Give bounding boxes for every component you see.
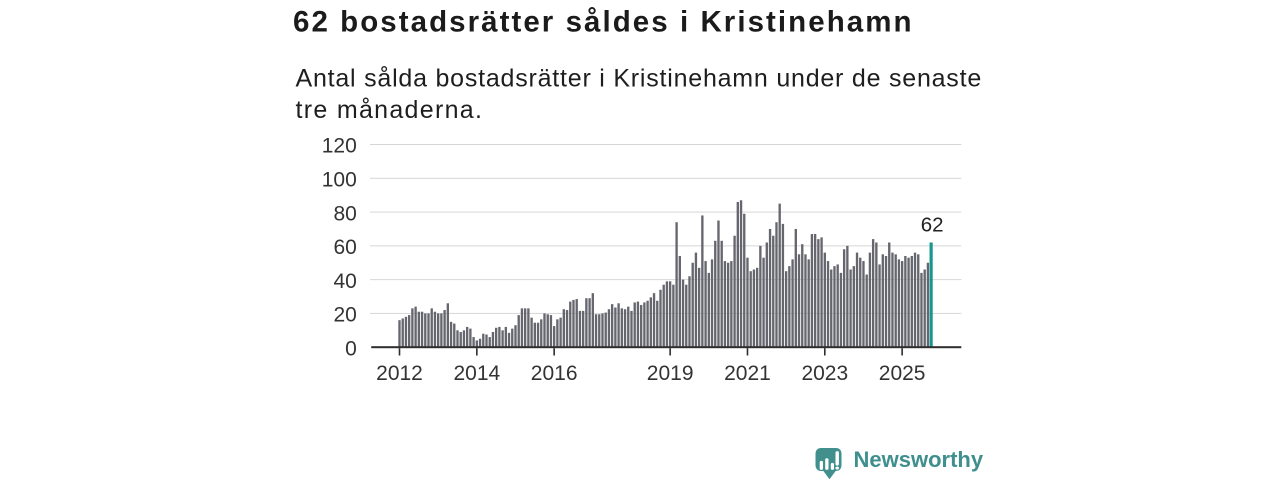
svg-text:2023: 2023 [801, 362, 848, 385]
svg-text:62 bostadsrätter såldes i Kris: 62 bostadsrätter såldes i Kristinehamn [293, 5, 914, 38]
svg-text:100: 100 [322, 169, 357, 192]
svg-text:62: 62 [921, 214, 944, 237]
svg-text:2021: 2021 [724, 362, 771, 385]
svg-text:2014: 2014 [453, 362, 500, 385]
svg-text:Newsworthy: Newsworthy [854, 447, 984, 472]
svg-text:40: 40 [333, 270, 356, 293]
svg-text:tre månaderna.: tre månaderna. [296, 96, 484, 124]
svg-text:20: 20 [333, 304, 356, 327]
svg-text:120: 120 [322, 135, 357, 158]
svg-text:2019: 2019 [647, 362, 694, 385]
svg-text:2012: 2012 [376, 362, 423, 385]
svg-text:Antal sålda bostadsrätter i Kr: Antal sålda bostadsrätter i Kristinehamn… [296, 64, 983, 92]
svg-text:2016: 2016 [531, 362, 578, 385]
svg-text:0: 0 [345, 337, 357, 360]
svg-text:60: 60 [333, 236, 356, 259]
svg-text:2025: 2025 [879, 362, 926, 385]
svg-text:80: 80 [333, 202, 356, 225]
